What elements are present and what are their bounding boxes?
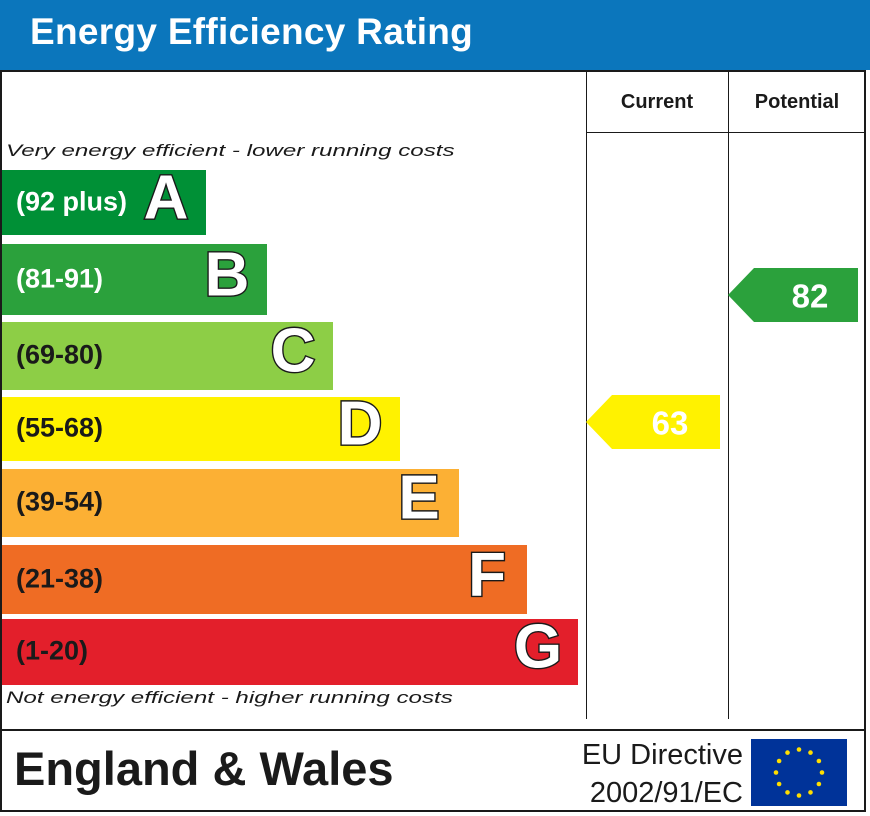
svg-text:F: F [468,545,506,610]
svg-text:E: E [398,469,439,533]
svg-text:G: G [514,619,562,682]
svg-text:63: 63 [652,405,689,442]
svg-text:A: A [144,170,189,233]
svg-text:82: 82 [792,278,829,315]
svg-text:D: D [338,397,383,459]
svg-text:B: B [205,244,250,310]
svg-text:C: C [271,322,316,386]
